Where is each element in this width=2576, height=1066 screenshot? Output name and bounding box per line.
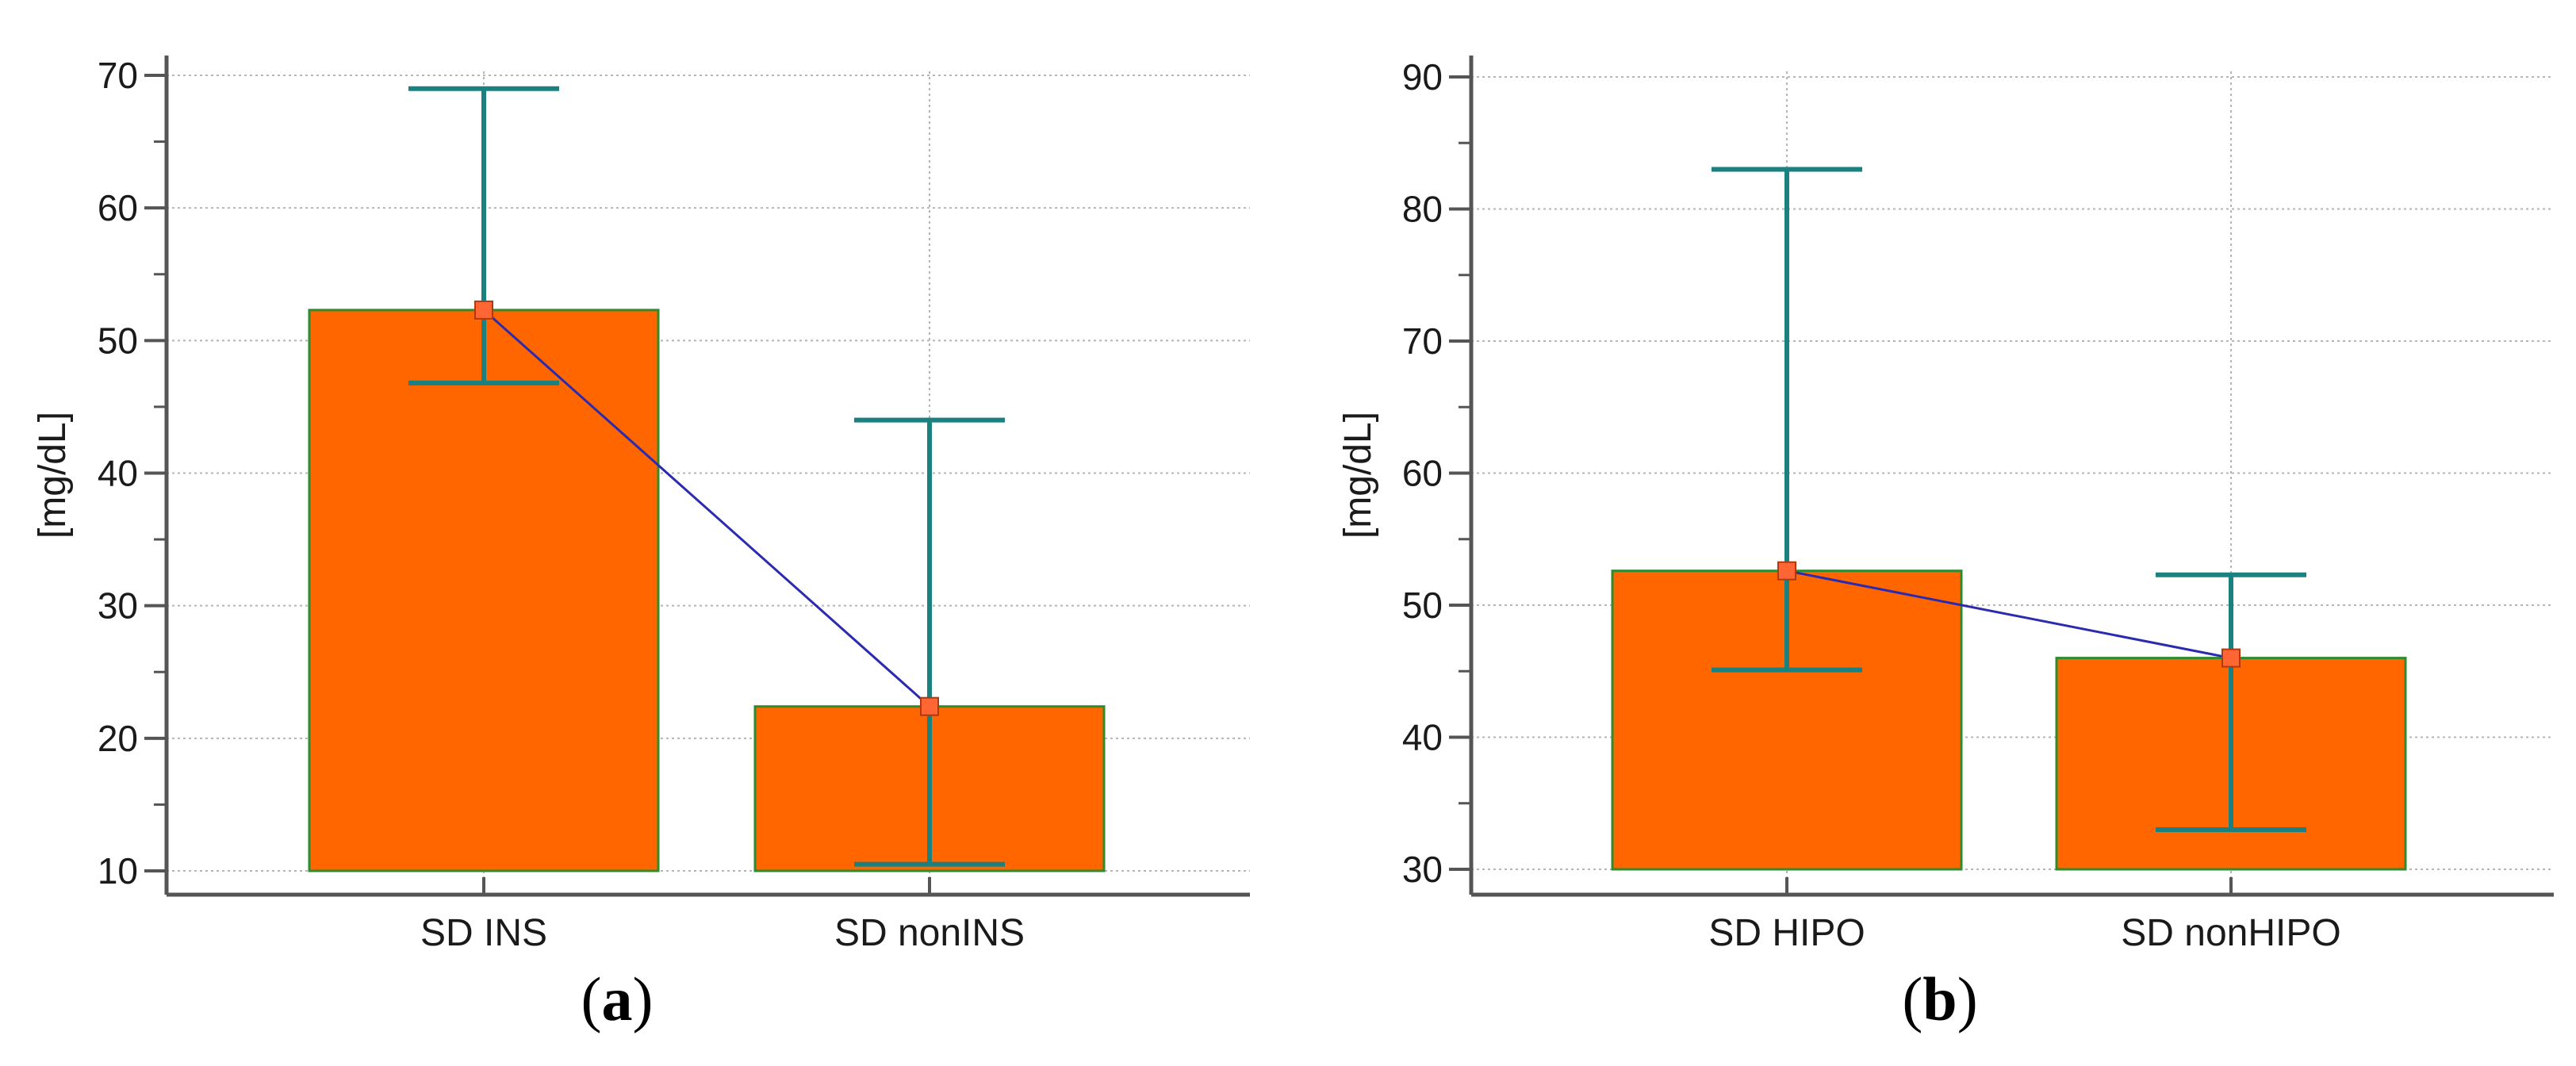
x-category-label: SD nonHIPO bbox=[2121, 912, 2340, 954]
y-tick-label: 70 bbox=[98, 55, 138, 96]
mean-marker bbox=[1777, 561, 1796, 581]
chart-panel-b: 30 40 50 60 70 80 90 SD HIPO SD nonHIPO [mg/dL] bbox=[1337, 56, 2554, 954]
mean-marker bbox=[920, 696, 939, 716]
chart-panel-a: 10 20 30 40 50 60 70 SD INS SD nonINS [mg/dL] bbox=[32, 55, 1250, 954]
panel-label-a: (a) bbox=[581, 964, 654, 1033]
y-tick-label: 60 bbox=[98, 187, 138, 228]
y-tick-label: 20 bbox=[98, 718, 138, 759]
x-category-label: SD HIPO bbox=[1708, 912, 1865, 954]
y-tick-label: 80 bbox=[1402, 189, 1443, 230]
y-tick-label: 90 bbox=[1402, 56, 1443, 98]
y-axis-label: [mg/dL] bbox=[1337, 412, 1379, 539]
x-category-label: SD nonINS bbox=[834, 912, 1025, 954]
mean-marker bbox=[2221, 648, 2241, 668]
y-tick-label: 30 bbox=[98, 585, 138, 627]
y-tick-label: 60 bbox=[1402, 453, 1443, 494]
y-axis-label: [mg/dL] bbox=[32, 412, 74, 539]
y-tick-label: 50 bbox=[98, 320, 138, 361]
mean-line bbox=[483, 309, 930, 707]
mean-line bbox=[1786, 569, 2232, 660]
y-tick-label: 70 bbox=[1402, 320, 1443, 362]
y-tick-label: 30 bbox=[1402, 849, 1443, 890]
mean-marker bbox=[474, 300, 493, 320]
bar bbox=[308, 309, 660, 872]
y-tick-label: 50 bbox=[1402, 585, 1443, 626]
y-tick-label: 10 bbox=[98, 850, 138, 892]
x-category-label: SD INS bbox=[420, 912, 547, 954]
y-tick-label: 40 bbox=[1402, 717, 1443, 758]
y-tick-label: 40 bbox=[98, 453, 138, 494]
panel-label-b: (b) bbox=[1902, 964, 1977, 1033]
